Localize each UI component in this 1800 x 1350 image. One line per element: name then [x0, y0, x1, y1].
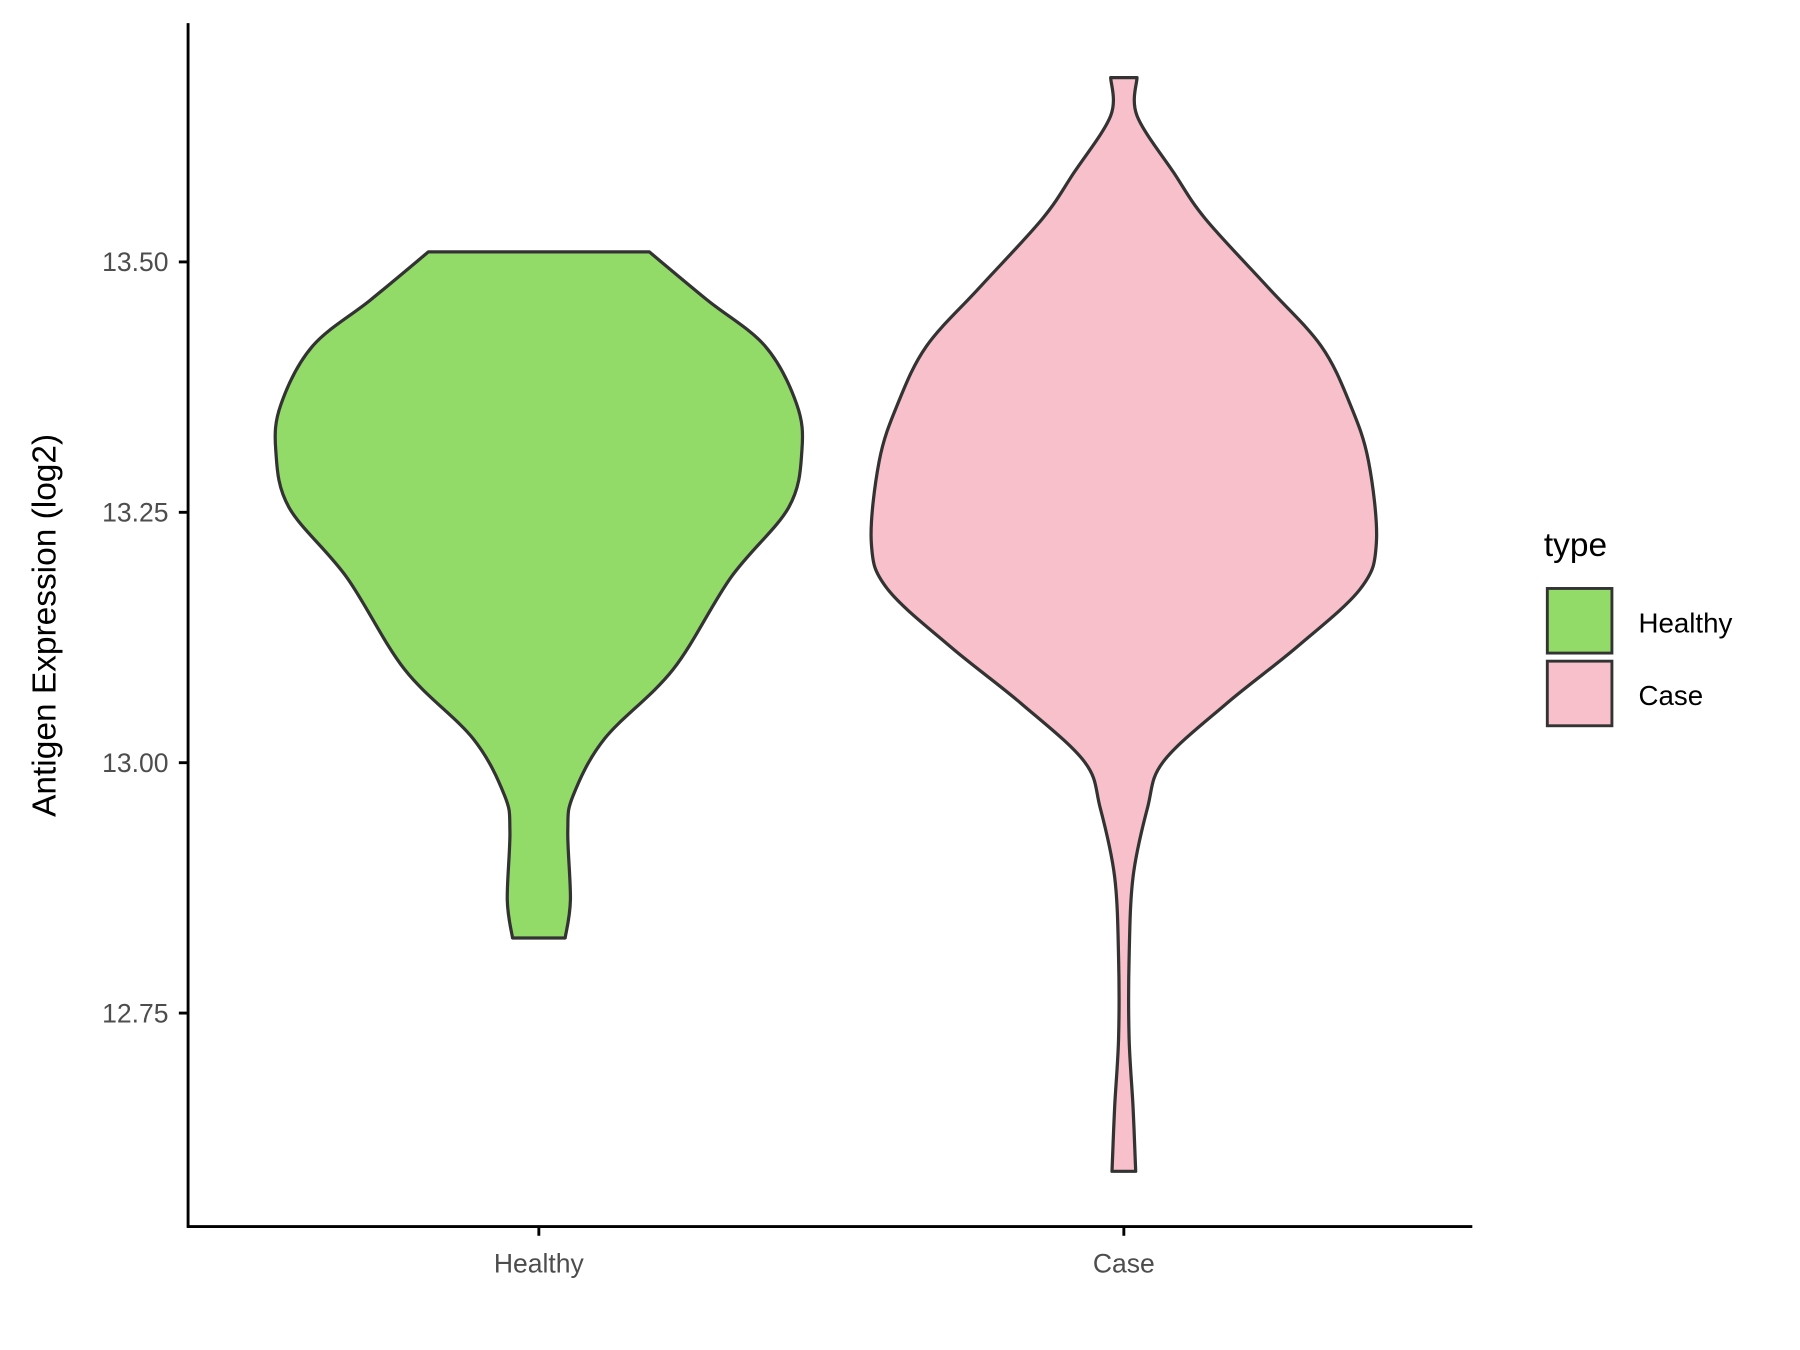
legend-title: type	[1544, 527, 1607, 564]
violin-healthy	[273, 250, 805, 940]
x-ticks: Healthy Case	[494, 1226, 1155, 1279]
y-tick-label: 13.00	[102, 748, 168, 778]
y-tick-label: 13.50	[102, 247, 168, 277]
legend-key-case	[1545, 659, 1614, 728]
y-tick-label: 13.25	[102, 498, 168, 528]
violin-case	[869, 76, 1379, 1173]
y-ticks: 12.75 13.00 13.25 13.50	[102, 247, 189, 1028]
x-tick-label: Healthy	[494, 1249, 585, 1279]
violins	[273, 76, 1379, 1173]
legend: type Healthy Case	[1544, 527, 1732, 728]
legend-label-case: Case	[1638, 680, 1703, 711]
x-tick-label: Case	[1093, 1249, 1155, 1279]
y-tick-label: 12.75	[102, 998, 168, 1028]
legend-label-healthy: Healthy	[1638, 607, 1732, 638]
y-axis-title: Antigen Expression (log2)	[26, 434, 63, 817]
legend-key-healthy	[1545, 587, 1614, 655]
